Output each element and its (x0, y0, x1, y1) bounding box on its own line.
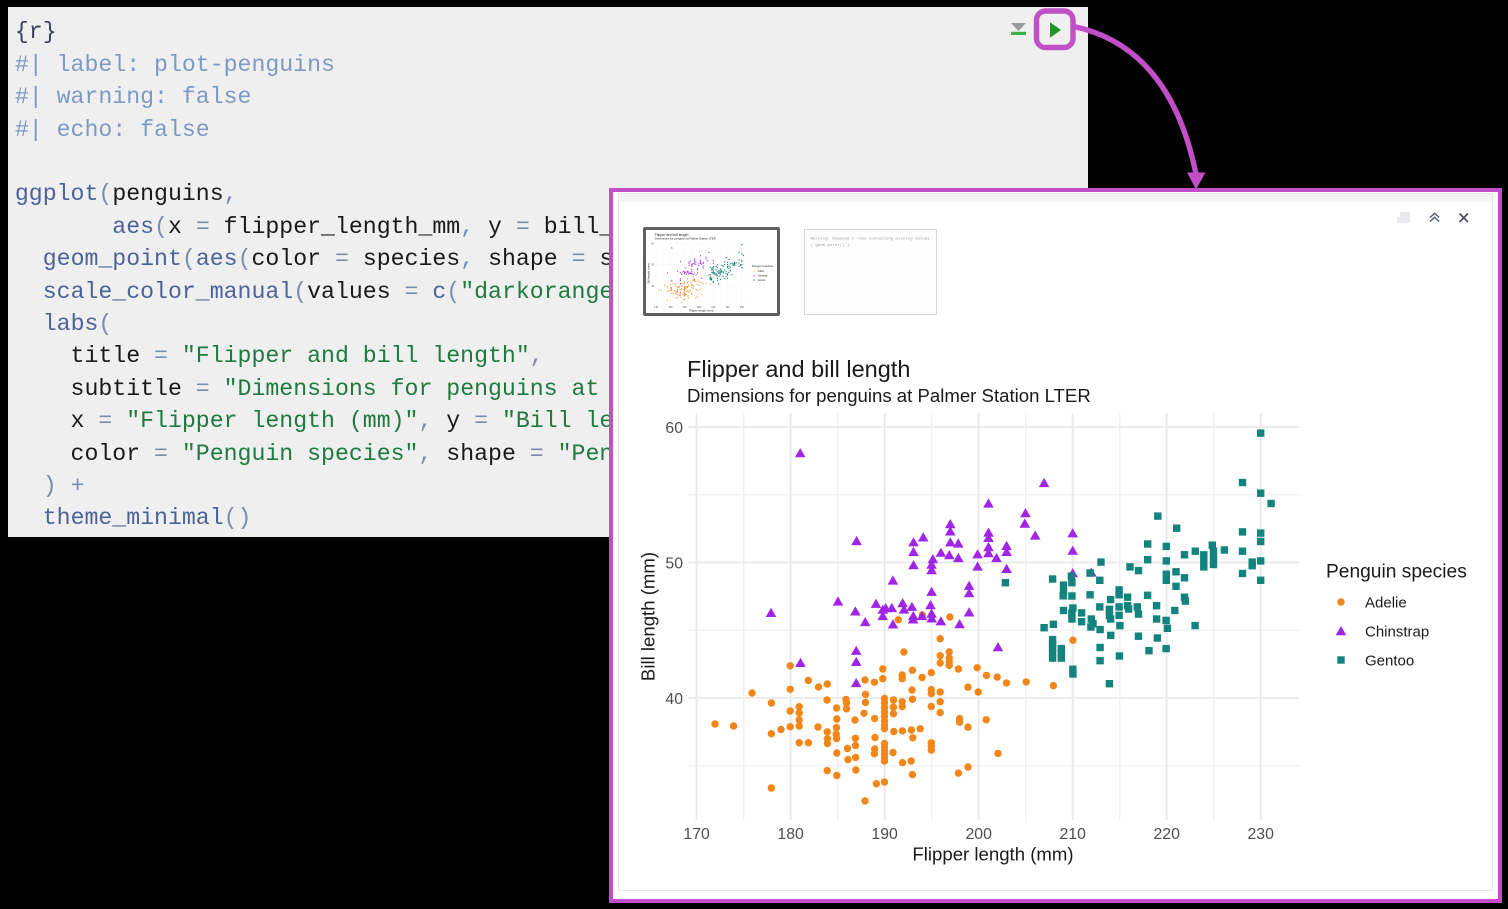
svg-text:Bill length (mm): Bill length (mm) (638, 552, 659, 681)
svg-text:Warning: Removed 2 rows contai: Warning: Removed 2 rows containing missi… (811, 237, 931, 242)
svg-text:210: 210 (1060, 826, 1087, 843)
svg-text:230: 230 (1248, 826, 1275, 843)
svg-text:180: 180 (777, 826, 804, 843)
svg-text:190: 190 (871, 826, 898, 843)
svg-text:Dimensions for penguins at Pal: Dimensions for penguins at Palmer Statio… (687, 385, 1091, 406)
svg-text:Adelie: Adelie (1365, 595, 1407, 612)
svg-text:200: 200 (966, 826, 993, 843)
svg-text:Penguin species: Penguin species (1326, 562, 1467, 583)
svg-text:Flipper length (mm): Flipper length (mm) (912, 844, 1073, 865)
svg-text:60: 60 (665, 420, 683, 437)
svg-text:(`geom_point()`).: (`geom_point()`). (811, 243, 852, 248)
svg-text:50: 50 (665, 555, 683, 572)
svg-text:170: 170 (683, 826, 710, 843)
svg-text:Gentoo: Gentoo (1365, 653, 1414, 670)
svg-text:40: 40 (665, 691, 683, 708)
svg-text:220: 220 (1154, 826, 1181, 843)
svg-text:Flipper and bill length: Flipper and bill length (687, 356, 910, 382)
svg-text:Chinstrap: Chinstrap (1365, 624, 1429, 641)
